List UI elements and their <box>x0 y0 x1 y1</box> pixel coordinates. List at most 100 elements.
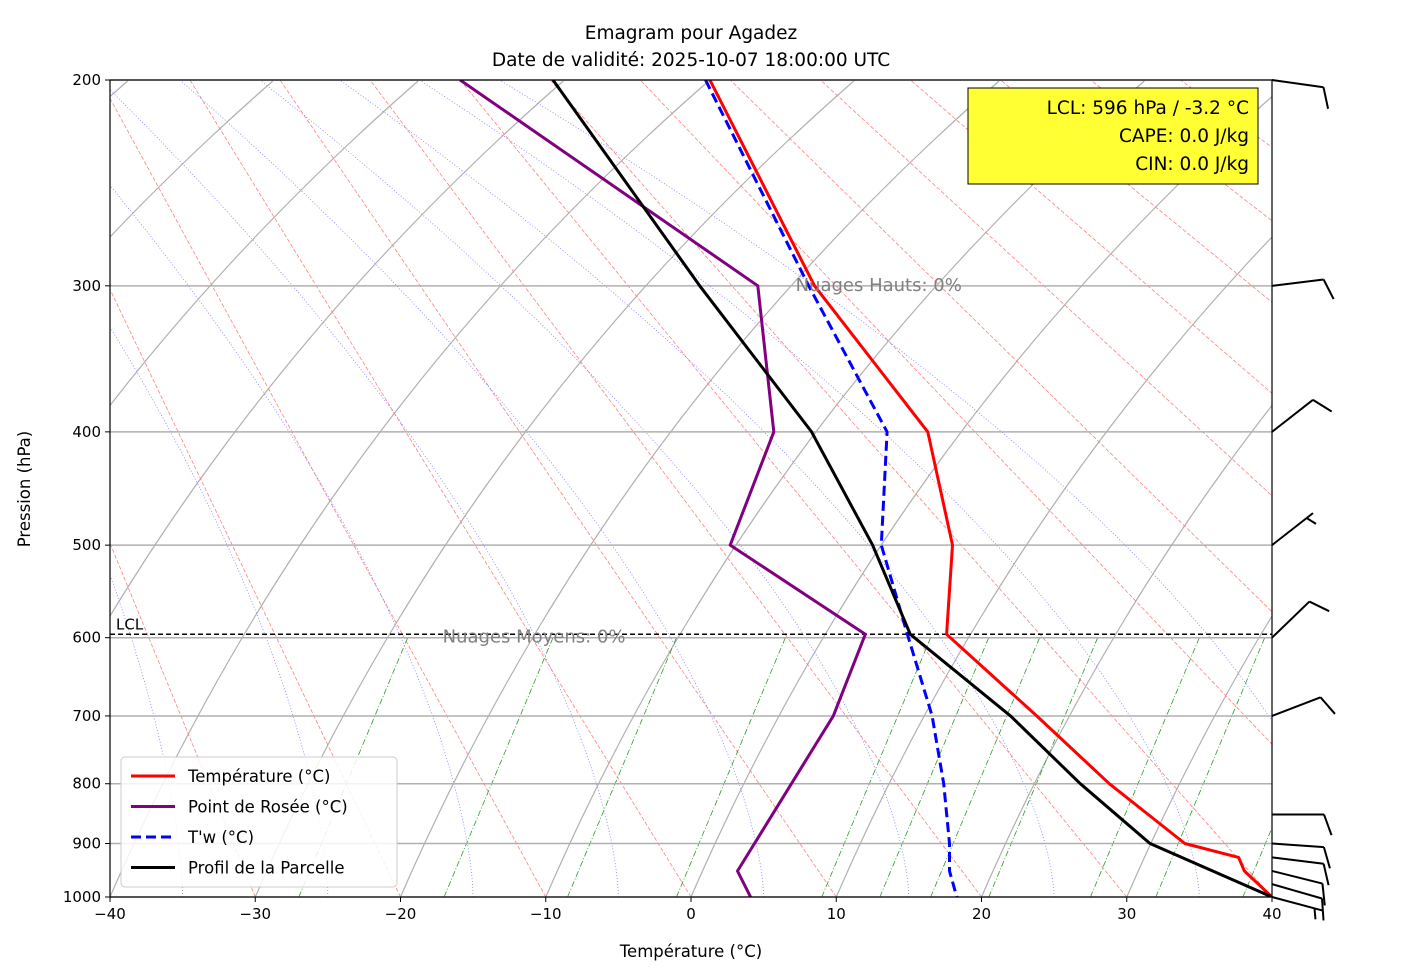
wind-barb <box>1271 856 1330 886</box>
dry-adiabat-line <box>1090 80 1272 222</box>
wind-barb <box>1271 278 1335 300</box>
wind-barb <box>1271 600 1330 639</box>
dry-adiabat-line <box>730 80 1272 613</box>
wind-barb <box>1271 696 1336 717</box>
barb-shaft <box>1271 512 1314 546</box>
moist-adiabat-line <box>260 80 910 897</box>
wind-barb <box>1271 79 1330 109</box>
barb-full-tick <box>1308 600 1330 613</box>
y-tick-label: 300 <box>72 277 101 295</box>
series-group <box>110 80 1272 897</box>
isotherm-line <box>1126 614 1272 897</box>
y-tick-label: 400 <box>72 423 101 441</box>
barb-shaft <box>1271 696 1321 717</box>
barb-shaft <box>1271 399 1314 433</box>
barb-full-tick <box>1320 898 1325 921</box>
barb-half-tick <box>1313 908 1317 920</box>
isotherm-line <box>835 236 1272 897</box>
series-line-2 <box>704 80 959 897</box>
y-tick-label: 1000 <box>63 888 101 906</box>
moist-adiabat-line <box>180 80 764 897</box>
x-tick-label: 40 <box>1262 905 1281 923</box>
dry-adiabat-line <box>910 80 1272 394</box>
mixing-ratio-line <box>821 637 932 897</box>
dry-adiabat-line <box>279 80 837 897</box>
chart-title: Emagram pour Agadez <box>585 23 797 44</box>
y-tick-label: 700 <box>72 707 101 725</box>
barb-shaft <box>1271 883 1323 900</box>
series-line-0 <box>708 80 1272 897</box>
dry-adiabat-line <box>189 80 692 897</box>
chart-subtitle: Date de validité: 2025-10-07 18:00:00 UT… <box>492 50 890 71</box>
mixing-ratio-line <box>567 637 677 897</box>
x-tick-label: −20 <box>385 905 417 923</box>
legend-label: Profil de la Parcelle <box>188 859 345 878</box>
dry-adiabat-line <box>459 80 1128 897</box>
series-line-3 <box>551 80 1272 897</box>
dry-adiabat-line <box>549 80 1272 897</box>
dry-adiabat-line <box>1270 80 1272 82</box>
x-tick-label: 20 <box>972 905 991 923</box>
y-tick-label: 900 <box>72 835 101 853</box>
y-tick-label: 500 <box>72 536 101 554</box>
dry-adiabat-line <box>1180 80 1272 148</box>
moist-adiabat-line <box>340 80 1055 897</box>
dry-adiabat-line <box>639 80 1272 745</box>
info-cape: CAPE: 0.0 J/kg <box>1119 126 1249 147</box>
wind-barbs <box>1271 79 1336 921</box>
info-cin: CIN: 0.0 J/kg <box>1135 154 1249 175</box>
isotherm-line <box>110 80 419 407</box>
wind-barb <box>1271 869 1326 906</box>
mixing-ratio-line <box>1345 638 1404 897</box>
cloud-annotation: Nuages Moyens: 0% <box>443 627 626 648</box>
barb-half-tick <box>1306 517 1317 525</box>
barb-full-tick <box>1322 279 1335 300</box>
wind-barb <box>1271 896 1323 920</box>
barb-full-tick <box>1322 87 1330 109</box>
legend-label: T'w (°C) <box>187 828 254 847</box>
barb-full-tick <box>1322 863 1330 886</box>
dry-adiabat-line <box>820 80 1272 497</box>
barb-full-tick <box>1319 696 1336 715</box>
mixing-ratio-line <box>1090 637 1200 897</box>
barb-shaft <box>1271 842 1324 849</box>
mixing-ratio-line <box>1242 826 1272 897</box>
y-tick-label: 800 <box>72 775 101 793</box>
isotherm-line <box>110 80 564 618</box>
wind-barb <box>1271 399 1333 433</box>
isotherm-line <box>110 80 274 238</box>
mixing-ratio-line <box>676 637 786 897</box>
barb-full-tick <box>1323 814 1333 836</box>
y-tick-label: 600 <box>72 629 101 647</box>
mixing-ratio-line <box>988 637 1099 897</box>
isotherm-line <box>690 95 1272 897</box>
mixing-ratio-line <box>443 637 554 897</box>
x-tick-label: 30 <box>1117 905 1136 923</box>
wind-barb <box>1271 512 1317 546</box>
legend-label: Point de Rosée (°C) <box>188 798 348 817</box>
dry-adiabat-line <box>1000 80 1272 303</box>
dry-adiabat-line <box>369 80 982 897</box>
wind-barb <box>1272 813 1333 836</box>
barb-full-tick <box>1312 399 1333 413</box>
barb-shaft <box>1271 856 1324 865</box>
moist-adiabat-line <box>500 80 1272 722</box>
barb-shaft <box>1271 600 1311 639</box>
legend-frame <box>120 756 398 888</box>
barb-shaft <box>1271 278 1324 287</box>
dry-adiabat-line <box>1361 80 1404 897</box>
isotherm-line <box>1271 895 1272 897</box>
y-tick-label: 200 <box>72 71 101 89</box>
isotherm-line <box>980 404 1272 897</box>
barb-full-tick <box>1322 846 1331 869</box>
background-lines <box>110 80 1404 897</box>
moist-adiabat-line <box>420 80 1200 897</box>
annotations: LCL Nuages Hauts: 0% Nuages Moyens: 0% <box>116 275 962 648</box>
y-axis-label: Pression (hPa) <box>15 431 34 547</box>
barb-shaft <box>1271 79 1324 89</box>
mixing-ratio-line <box>879 637 990 897</box>
legend: Température (°C) Point de Rosée (°C) T'w (… <box>120 756 398 888</box>
mixing-ratio-line <box>1155 637 1266 897</box>
barb-full-tick <box>1321 883 1326 906</box>
